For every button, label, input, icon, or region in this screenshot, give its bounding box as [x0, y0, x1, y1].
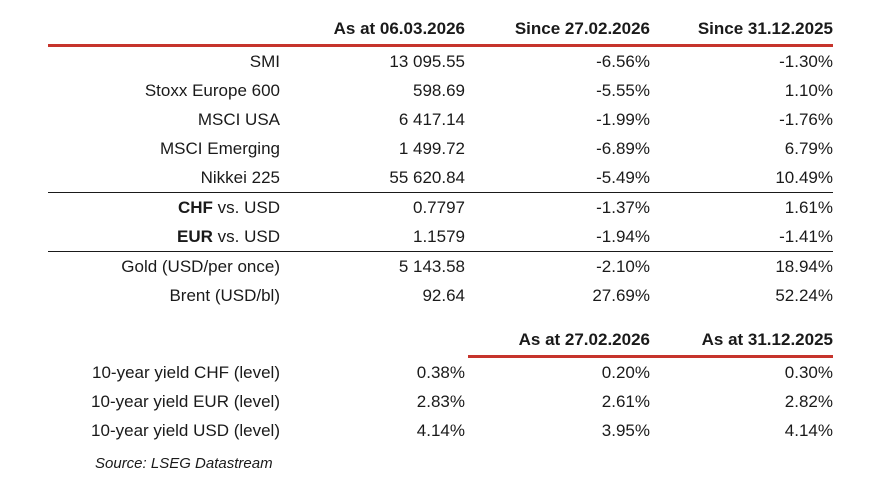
value-level: 6 417.14: [398, 110, 465, 129]
value-current: 2.83%: [416, 392, 465, 411]
currency-pair-suffix: vs. USD: [212, 227, 280, 246]
row-label: 10-year yield USD (level): [91, 421, 280, 440]
value-since-week: -1.99%: [596, 110, 650, 129]
row-label: MSCI Emerging: [160, 139, 280, 158]
value-level: 92.64: [422, 286, 465, 305]
header-as-at-date: As at 06.03.2026: [333, 19, 465, 38]
performance-table: As at 06.03.2026 Since 27.02.2026 Since …: [48, 14, 833, 478]
header-empty-cell: [48, 325, 280, 355]
value-since-week: -6.89%: [596, 139, 650, 158]
row-label: SMI: [249, 52, 280, 71]
row-label: Gold (USD/per once): [121, 257, 280, 276]
value-prev-week: 2.61%: [601, 392, 650, 411]
value-level: 1.1579: [413, 227, 465, 246]
value-prev-ytd: 4.14%: [784, 421, 833, 440]
row-label: CHF vs. USD: [48, 193, 280, 222]
table-row: Brent (USD/bl) 92.64 27.69% 52.24%: [48, 281, 833, 310]
table-row: CHF vs. USD 0.7797 -1.37% 1.61%: [48, 193, 833, 222]
table-row: 10-year yield USD (level) 4.14% 3.95% 4.…: [48, 416, 833, 445]
value-since-ytd: 52.24%: [775, 286, 833, 305]
divider-line: [48, 192, 833, 193]
value-current: 4.14%: [416, 421, 465, 440]
value-current: 0.38%: [416, 363, 465, 382]
header-empty-cell: [48, 14, 280, 44]
table-row: Gold (USD/per once) 5 143.58 -2.10% 18.9…: [48, 252, 833, 281]
source-note: Source: LSEG Datastream: [95, 455, 273, 472]
header-since-ytd: Since 31.12.2025: [697, 19, 833, 38]
value-since-week: -5.55%: [596, 81, 650, 100]
table-row: Stoxx Europe 600 598.69 -5.55% 1.10%: [48, 76, 833, 105]
value-prev-ytd: 2.82%: [784, 392, 833, 411]
value-since-ytd: -1.76%: [779, 110, 833, 129]
value-level: 55 620.84: [389, 168, 465, 187]
value-since-week: -2.10%: [596, 257, 650, 276]
value-level: 1 499.72: [398, 139, 465, 158]
table-row: MSCI USA 6 417.14 -1.99% -1.76%: [48, 105, 833, 134]
header-since-week: Since 27.02.2026: [514, 19, 650, 38]
value-since-week: -6.56%: [596, 52, 650, 71]
table-row: MSCI Emerging 1 499.72 -6.89% 6.79%: [48, 134, 833, 163]
value-since-ytd: 10.49%: [775, 168, 833, 187]
value-prev-week: 3.95%: [601, 421, 650, 440]
table-row: 10-year yield EUR (level) 2.83% 2.61% 2.…: [48, 387, 833, 416]
row-label: MSCI USA: [197, 110, 280, 129]
value-since-week: 27.69%: [592, 286, 650, 305]
divider-line: [48, 251, 833, 252]
row-label: Nikkei 225: [200, 168, 280, 187]
value-level: 0.7797: [413, 198, 465, 217]
accent-rule-bottom: [468, 355, 833, 358]
row-label: 10-year yield CHF (level): [92, 363, 280, 382]
value-since-ytd: 18.94%: [775, 257, 833, 276]
table-row: 10-year yield CHF (level) 0.38% 0.20% 0.…: [48, 358, 833, 387]
value-since-week: -1.94%: [596, 227, 650, 246]
currency-code: CHF: [177, 198, 213, 217]
value-since-ytd: 1.10%: [784, 81, 833, 100]
accent-rule-top: [48, 44, 833, 47]
table-header-row-1: As at 06.03.2026 Since 27.02.2026 Since …: [48, 14, 833, 44]
table-row: EUR vs. USD 1.1579 -1.94% -1.41%: [48, 222, 833, 251]
value-since-ytd: -1.41%: [779, 227, 833, 246]
table-row: SMI 13 095.55 -6.56% -1.30%: [48, 47, 833, 76]
value-since-week: -5.49%: [596, 168, 650, 187]
header-as-at-week: As at 27.02.2026: [518, 330, 650, 349]
value-since-week: -1.37%: [596, 198, 650, 217]
value-level: 5 143.58: [398, 257, 465, 276]
table-header-row-2: As at 27.02.2026 As at 31.12.2025: [48, 325, 833, 355]
header-as-at-ytd: As at 31.12.2025: [701, 330, 833, 349]
row-label: Stoxx Europe 600: [144, 81, 280, 100]
value-prev-week: 0.20%: [601, 363, 650, 382]
value-level: 13 095.55: [389, 52, 465, 71]
value-prev-ytd: 0.30%: [784, 363, 833, 382]
value-level: 598.69: [413, 81, 465, 100]
currency-code: EUR: [177, 227, 213, 246]
currency-pair-suffix: vs. USD: [212, 198, 280, 217]
table-row: Nikkei 225 55 620.84 -5.49% 10.49%: [48, 163, 833, 192]
row-label: Brent (USD/bl): [169, 286, 280, 305]
value-since-ytd: -1.30%: [779, 52, 833, 71]
row-label: EUR vs. USD: [48, 222, 280, 251]
header-empty-cell: [280, 325, 465, 355]
value-since-ytd: 1.61%: [784, 198, 833, 217]
section-spacer: [48, 310, 833, 325]
value-since-ytd: 6.79%: [784, 139, 833, 158]
row-label: 10-year yield EUR (level): [91, 392, 280, 411]
